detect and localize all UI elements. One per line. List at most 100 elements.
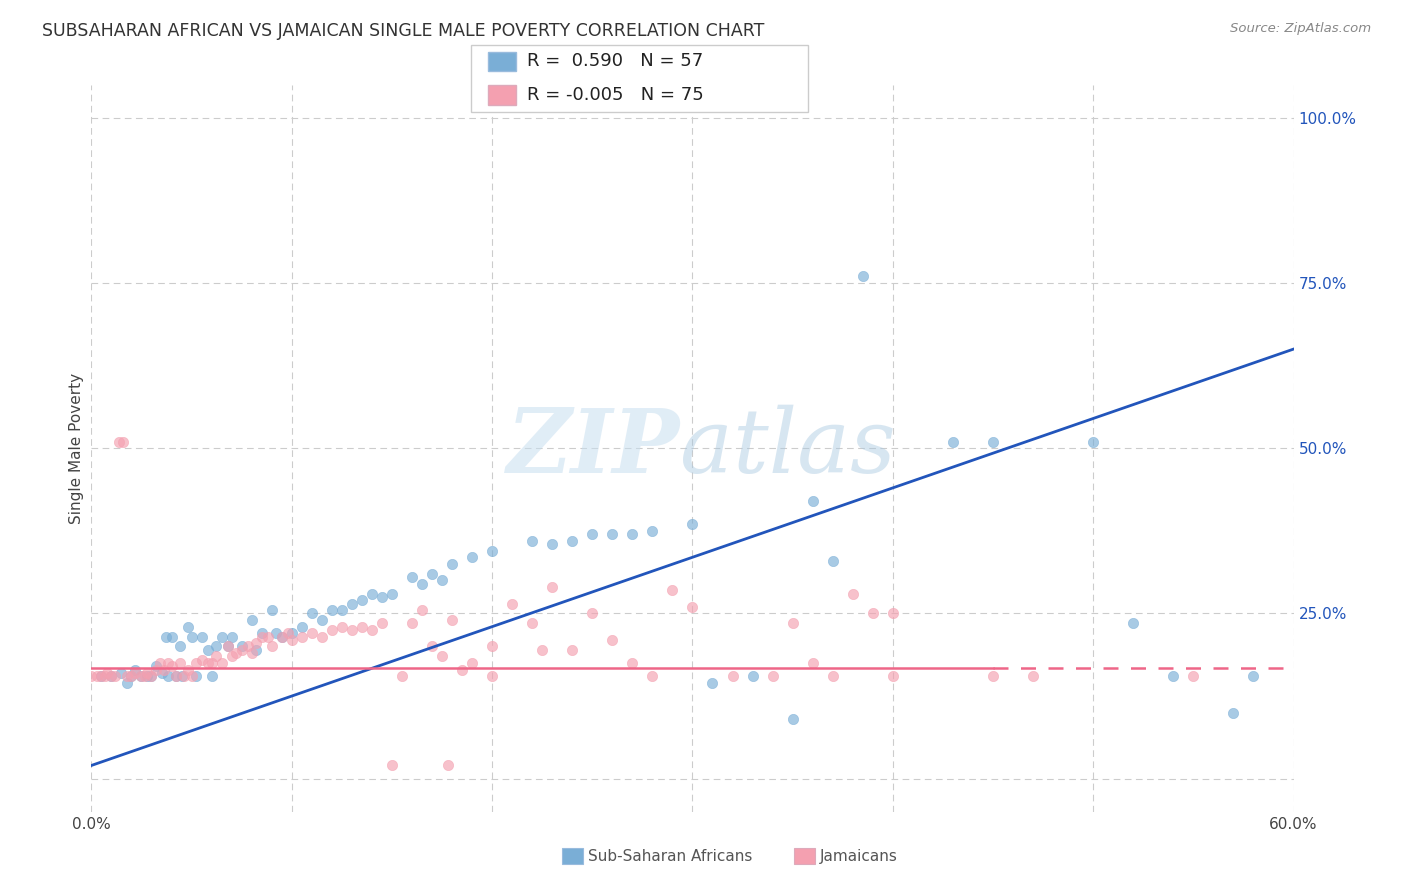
Point — [561, 642, 583, 657]
Text: ZIP: ZIP — [508, 405, 681, 491]
Point — [782, 616, 804, 631]
Point — [350, 620, 373, 634]
Point — [852, 269, 875, 284]
Point — [420, 566, 443, 581]
Point — [217, 640, 239, 654]
Point — [148, 656, 170, 670]
Point — [661, 583, 683, 598]
Point — [217, 640, 239, 654]
Point — [90, 669, 112, 683]
Point — [121, 669, 143, 683]
Point — [371, 590, 394, 604]
Point — [522, 616, 544, 631]
Point — [430, 574, 453, 588]
Point — [681, 517, 703, 532]
Point — [360, 587, 382, 601]
Point — [437, 758, 460, 772]
Point — [821, 669, 844, 683]
Point — [1022, 669, 1045, 683]
Point — [136, 665, 159, 680]
Point — [981, 434, 1004, 449]
Point — [741, 669, 763, 683]
Point — [90, 669, 112, 683]
Point — [371, 616, 394, 631]
Point — [522, 533, 544, 548]
Point — [501, 597, 523, 611]
Point — [461, 656, 484, 670]
Point — [762, 669, 785, 683]
Point — [641, 524, 664, 538]
Point — [882, 669, 904, 683]
Point — [291, 620, 314, 634]
Point — [340, 623, 363, 637]
Point — [169, 640, 191, 654]
Point — [440, 613, 463, 627]
Point — [117, 676, 139, 690]
Point — [245, 642, 267, 657]
Point — [221, 630, 243, 644]
Point — [264, 626, 287, 640]
Point — [330, 620, 353, 634]
Point — [281, 626, 304, 640]
Point — [411, 576, 433, 591]
Point — [1243, 669, 1265, 683]
Point — [420, 640, 443, 654]
Point — [621, 527, 644, 541]
Point — [882, 607, 904, 621]
Point — [270, 630, 292, 644]
Point — [321, 603, 343, 617]
Point — [152, 663, 174, 677]
Point — [240, 613, 263, 627]
Point — [112, 434, 135, 449]
Point — [121, 669, 143, 683]
Point — [100, 669, 122, 683]
Point — [942, 434, 965, 449]
Point — [291, 630, 314, 644]
Point — [401, 616, 423, 631]
Point — [541, 537, 564, 551]
Point — [1163, 669, 1185, 683]
Point — [245, 636, 267, 650]
Point — [481, 640, 503, 654]
Point — [204, 640, 226, 654]
Point — [481, 543, 503, 558]
Point — [782, 712, 804, 726]
Point — [381, 758, 404, 772]
Point — [80, 669, 103, 683]
Point — [277, 626, 299, 640]
Point — [260, 640, 283, 654]
Point — [190, 653, 212, 667]
Point — [430, 649, 453, 664]
Point — [256, 630, 278, 644]
Point — [340, 597, 363, 611]
Point — [702, 676, 724, 690]
Point — [481, 669, 503, 683]
Point — [581, 527, 603, 541]
Point — [801, 656, 824, 670]
Point — [100, 669, 122, 683]
Point — [110, 665, 132, 680]
Point — [86, 669, 108, 683]
Point — [141, 669, 163, 683]
Point — [401, 570, 423, 584]
Point — [301, 607, 323, 621]
Text: atlas: atlas — [681, 405, 896, 491]
Point — [165, 669, 187, 683]
Point — [165, 669, 187, 683]
Point — [150, 665, 173, 680]
Point — [1182, 669, 1205, 683]
Point — [391, 669, 413, 683]
Point — [231, 640, 253, 654]
Point — [131, 669, 153, 683]
Point — [321, 623, 343, 637]
Point — [173, 669, 195, 683]
Point — [124, 665, 146, 680]
Point — [581, 607, 603, 621]
Point — [801, 494, 824, 508]
Point — [145, 663, 167, 677]
Point — [201, 656, 224, 670]
Point — [180, 630, 202, 644]
Point — [681, 599, 703, 614]
Text: R = -0.005   N = 75: R = -0.005 N = 75 — [527, 86, 704, 103]
Point — [360, 623, 382, 637]
